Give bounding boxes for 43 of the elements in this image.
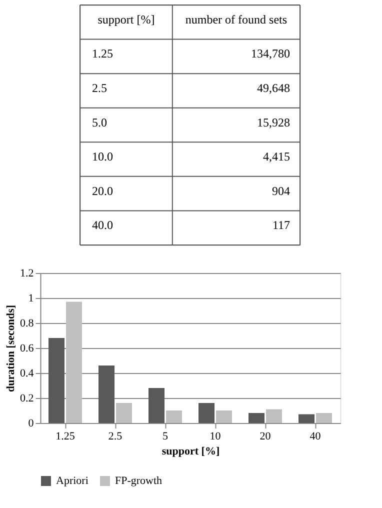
text: 4,415 (263, 150, 290, 164)
legend-label: FP-growth (115, 475, 163, 487)
bar (166, 410, 182, 423)
text: number of found sets (185, 12, 288, 26)
x-tick-label: 5 (162, 430, 168, 442)
category-label: 2.5 (92, 80, 107, 95)
text: 134,780 (251, 46, 290, 61)
bar (66, 302, 82, 423)
bar (298, 414, 314, 423)
y-tick-label: 0.4 (20, 368, 34, 380)
y-tick-label: 1 (28, 292, 34, 304)
bar (116, 403, 132, 423)
text: 15,928 (257, 115, 290, 130)
x-tick-label: 40 (310, 430, 322, 442)
bar (198, 403, 214, 423)
y-tick-label: 0.8 (20, 318, 34, 330)
bar (266, 409, 282, 423)
category-label: 40.0 (92, 218, 113, 232)
y-tick-label: 0.6 (20, 342, 34, 354)
bar (316, 413, 332, 423)
bar (48, 338, 64, 423)
bar (248, 413, 264, 423)
text: 117 (272, 218, 290, 232)
y-tick-label: 0.2 (20, 392, 34, 404)
text: 904 (272, 184, 290, 198)
category-label: 5.0 (92, 115, 107, 130)
category-label: 20.0 (92, 184, 113, 198)
y-tick-label: 0 (28, 418, 34, 430)
category-label: 1.25 (92, 46, 113, 61)
text: support [%] (98, 12, 155, 26)
x-axis-title: support [%] (162, 446, 220, 458)
y-tick-label: 1.2 (20, 268, 34, 280)
x-tick-label: 10 (210, 430, 222, 442)
category-label: 10.0 (92, 150, 113, 164)
x-tick-label: 20 (260, 430, 272, 442)
x-tick-label: 2.5 (108, 430, 123, 442)
legend-label: Apriori (56, 475, 88, 487)
bar (216, 410, 232, 423)
bar (148, 388, 164, 423)
bar (98, 366, 114, 423)
x-tick-label: 1.25 (56, 430, 76, 442)
text: 49,648 (257, 80, 290, 95)
y-axis-title: duration [seconds] (5, 304, 17, 392)
